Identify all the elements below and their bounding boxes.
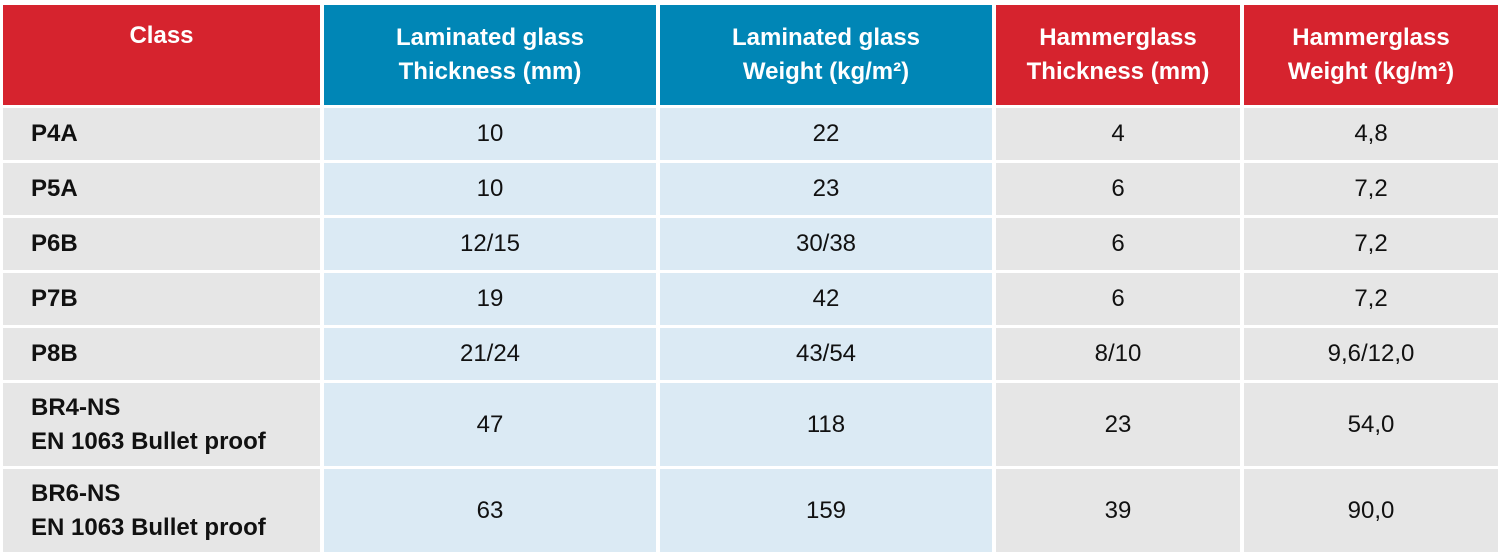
hammerglass-thickness-cell: 8/10 — [996, 328, 1240, 380]
class-cell: P8B — [3, 328, 320, 380]
laminated-weight-cell: 118 — [660, 383, 992, 466]
class-label: P4A — [31, 120, 78, 147]
hammerglass-weight-cell: 90,0 — [1244, 469, 1498, 552]
header-line-2: Thickness (mm) — [1026, 58, 1210, 85]
laminated-thickness-cell: 10 — [324, 163, 656, 215]
hammerglass-thickness-cell: 6 — [996, 163, 1240, 215]
laminated-thickness-cell: 47 — [324, 383, 656, 466]
table-row: P4A 10 22 4 4,8 — [3, 108, 1498, 160]
header-class: Class — [3, 5, 320, 105]
laminated-thickness-cell: 21/24 — [324, 328, 656, 380]
class-cell: BR4-NS EN 1063 Bullet proof — [3, 383, 320, 466]
hammerglass-weight-cell: 7,2 — [1244, 273, 1498, 325]
class-label: P8B — [31, 340, 78, 367]
header-laminated-weight: Laminated glass Weight (kg/m²) — [660, 5, 992, 105]
class-cell: P4A — [3, 108, 320, 160]
header-line-1: Hammerglass — [1292, 24, 1450, 51]
laminated-thickness-cell: 63 — [324, 469, 656, 552]
laminated-weight-cell: 22 — [660, 108, 992, 160]
class-label: BR6-NS — [31, 479, 121, 507]
table-row: P5A 10 23 6 7,2 — [3, 163, 1498, 215]
laminated-weight-cell: 43/54 — [660, 328, 992, 380]
header-line-2: Thickness (mm) — [398, 58, 582, 85]
laminated-thickness-cell: 10 — [324, 108, 656, 160]
table-row: BR4-NS EN 1063 Bullet proof 47 118 23 54… — [3, 383, 1498, 466]
class-label: BR4-NS — [31, 393, 121, 421]
header-line-2: Weight (kg/m²) — [1287, 58, 1455, 85]
class-label: P7B — [31, 285, 78, 312]
header-line-1: Laminated glass — [731, 24, 921, 51]
header-hammerglass-thickness: Hammerglass Thickness (mm) — [996, 5, 1240, 105]
laminated-thickness-cell: 12/15 — [324, 218, 656, 270]
hammerglass-weight-cell: 7,2 — [1244, 218, 1498, 270]
laminated-weight-cell: 30/38 — [660, 218, 992, 270]
header-line-1: Laminated glass — [395, 24, 585, 51]
table-row: BR6-NS EN 1063 Bullet proof 63 159 39 90… — [3, 469, 1498, 552]
laminated-weight-cell: 23 — [660, 163, 992, 215]
hammerglass-weight-cell: 9,6/12,0 — [1244, 328, 1498, 380]
header-row: Class Laminated glass Thickness (mm) Lam… — [3, 5, 1498, 105]
header-laminated-thickness: Laminated glass Thickness (mm) — [324, 5, 656, 105]
hammerglass-thickness-cell: 6 — [996, 273, 1240, 325]
table-row: P6B 12/15 30/38 6 7,2 — [3, 218, 1498, 270]
hammerglass-thickness-cell: 39 — [996, 469, 1240, 552]
class-cell: BR6-NS EN 1063 Bullet proof — [3, 469, 320, 552]
header-line-2: Weight (kg/m²) — [742, 58, 910, 85]
class-standard-label: EN 1063 Bullet proof — [31, 513, 266, 541]
hammerglass-weight-cell: 4,8 — [1244, 108, 1498, 160]
class-cell: P6B — [3, 218, 320, 270]
hammerglass-thickness-cell: 23 — [996, 383, 1240, 466]
class-label: P5A — [31, 175, 78, 202]
laminated-thickness-cell: 19 — [324, 273, 656, 325]
hammerglass-thickness-cell: 6 — [996, 218, 1240, 270]
hammerglass-weight-cell: 54,0 — [1244, 383, 1498, 466]
hammerglass-weight-cell: 7,2 — [1244, 163, 1498, 215]
class-cell: P5A — [3, 163, 320, 215]
class-label: P6B — [31, 230, 78, 257]
table-row: P8B 21/24 43/54 8/10 9,6/12,0 — [3, 328, 1498, 380]
hammerglass-thickness-cell: 4 — [996, 108, 1240, 160]
header-class-label: Class — [129, 22, 194, 49]
laminated-weight-cell: 42 — [660, 273, 992, 325]
laminated-weight-cell: 159 — [660, 469, 992, 552]
table-row: P7B 19 42 6 7,2 — [3, 273, 1498, 325]
class-cell: P7B — [3, 273, 320, 325]
class-standard-label: EN 1063 Bullet proof — [31, 427, 266, 455]
header-line-1: Hammerglass — [1039, 24, 1197, 51]
header-hammerglass-weight: Hammerglass Weight (kg/m²) — [1244, 5, 1498, 105]
